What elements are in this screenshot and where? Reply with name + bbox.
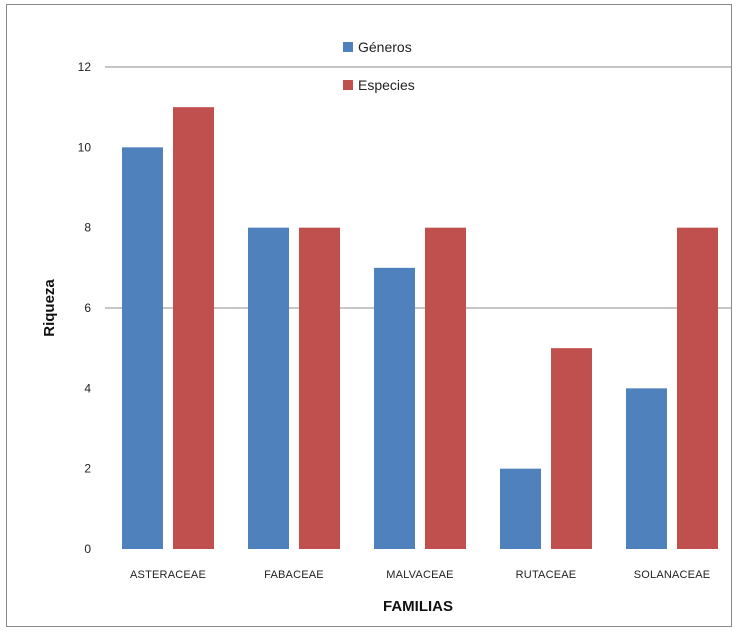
bar-especies [425, 227, 466, 549]
y-tick-label: 12 [78, 60, 92, 74]
x-category-label: FABACEAE [264, 569, 324, 581]
x-axis-title: FAMILIAS [383, 598, 453, 615]
legend: Géneros Especies [343, 39, 415, 93]
bar-especies [299, 227, 340, 549]
x-category-labels: ASTERACEAE FABACEAE MALVACEAE RUTACEAE SOLAN… [130, 569, 710, 581]
bar-especies [173, 107, 214, 550]
legend-label: Especies [358, 77, 415, 93]
y-tick-label: 4 [84, 381, 91, 395]
x-category-label: SOLANACEAE [634, 569, 711, 581]
x-category-label: ASTERACEAE [130, 569, 206, 581]
y-tick-label: 2 [84, 462, 91, 476]
y-tick-labels: 0 2 4 6 8 10 12 [78, 60, 92, 556]
bars [122, 107, 718, 550]
legend-label: Géneros [358, 39, 412, 55]
y-tick-label: 6 [84, 301, 91, 315]
bar-especies [551, 348, 592, 549]
y-axis-title: Riqueza [41, 279, 58, 337]
legend-swatch [343, 42, 353, 52]
bar-generos [122, 147, 163, 550]
y-tick-label: 10 [78, 140, 92, 154]
bar-generos [626, 388, 667, 549]
y-tick-label: 0 [84, 542, 91, 556]
bar-generos [374, 267, 415, 549]
x-category-label: MALVACEAE [386, 569, 453, 581]
x-category-label: RUTACEAE [516, 569, 577, 581]
bar-generos [248, 227, 289, 549]
y-tick-label: 8 [84, 221, 91, 235]
bar-generos [500, 468, 541, 549]
legend-swatch [343, 80, 353, 90]
bar-especies [677, 227, 718, 549]
